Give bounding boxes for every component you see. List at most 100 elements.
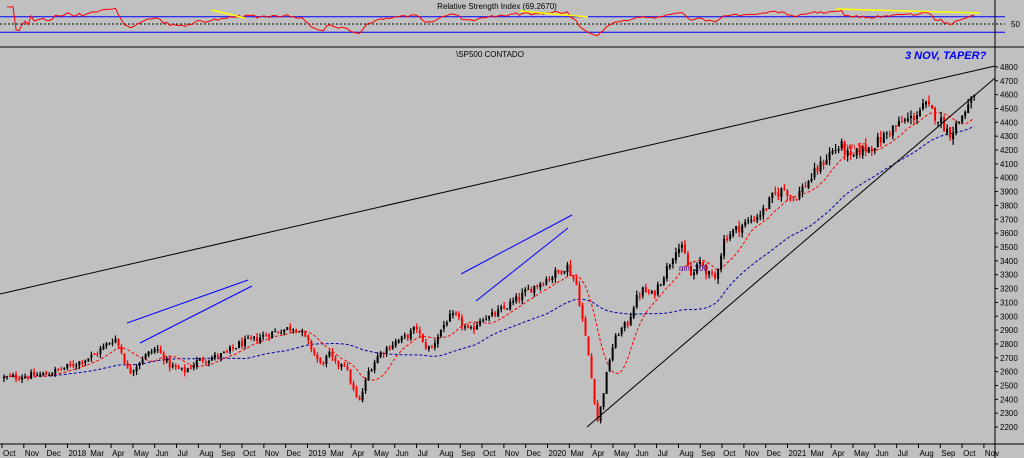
candle-body (268, 334, 271, 338)
candle-body (81, 361, 84, 364)
candle-body (617, 335, 620, 337)
x-tick-label: Sep (701, 449, 716, 458)
candle-body (780, 188, 783, 197)
candle-body (415, 326, 418, 330)
candle-body (931, 105, 934, 109)
candle-body (705, 264, 708, 275)
candle-body (262, 334, 265, 337)
candle-body (912, 116, 915, 120)
candle-body (689, 266, 692, 276)
channel-upper-1 (460, 214, 573, 275)
candle-body (349, 369, 352, 384)
candle-body (581, 305, 584, 319)
y-tick-label: 2800 (1000, 340, 1018, 349)
candle-body (144, 354, 147, 360)
rsi-layer: 50 (0, 0, 1020, 46)
x-tick-label: Oct (723, 449, 736, 458)
candle-body (72, 364, 75, 367)
candle-body (795, 198, 798, 201)
candle-body (696, 264, 699, 273)
candle-body (888, 133, 891, 135)
candle-body (903, 119, 906, 121)
candle-body (608, 360, 611, 372)
candle-body (120, 346, 123, 353)
candle-body (247, 337, 250, 339)
candle-body (918, 110, 921, 117)
candle-body (837, 148, 840, 151)
candle-body (777, 192, 780, 197)
x-tick-label: Jun (636, 449, 649, 458)
candle-body (99, 348, 102, 355)
candle-body (548, 278, 551, 280)
candle-body (518, 297, 521, 301)
candle-body (729, 234, 732, 239)
candle-body (391, 345, 394, 349)
candle-body (310, 341, 313, 350)
candle-body (662, 277, 665, 285)
price-panel: \SP500 CONTADO 3 NOV, TAPER? 2200 2300 240… (0, 46, 1024, 458)
candle-body (593, 379, 596, 403)
candle-body (828, 152, 831, 160)
candle-body (427, 346, 430, 350)
x-tick-label: May (134, 449, 149, 458)
candle-body (711, 272, 714, 274)
y-tick-label: 4300 (1000, 132, 1018, 141)
candle-body (503, 306, 506, 309)
x-tick-label: Mar (570, 449, 584, 458)
candle-body (388, 347, 391, 350)
candle-body (159, 349, 162, 353)
candle-body (626, 322, 629, 326)
y-tick-label: 3800 (1000, 201, 1018, 210)
candle-body (394, 341, 397, 346)
candle-body (720, 255, 723, 269)
candle-body (599, 406, 602, 421)
y-tick-label: 3600 (1000, 229, 1018, 238)
candle-body (738, 225, 741, 233)
candle-body (289, 326, 292, 331)
candle-body (355, 388, 358, 397)
candle-body (307, 335, 310, 341)
candle-body (855, 148, 858, 156)
x-tick-label: Nov (505, 449, 519, 458)
candle-body (165, 357, 168, 362)
candle-body (967, 104, 970, 113)
rsi-line (7, 6, 975, 37)
candle-body (42, 373, 45, 375)
x-tick-label: Apr (352, 449, 365, 458)
candle-body (717, 269, 720, 280)
candle-body (849, 150, 852, 155)
y-tick-label: 2900 (1000, 326, 1018, 335)
candle-body (256, 337, 259, 342)
candle-body (135, 366, 138, 372)
candle-body (834, 149, 837, 151)
x-tick-label: Dec (767, 449, 781, 458)
candle-body (424, 342, 427, 349)
candle-body (876, 136, 879, 148)
candle-body (238, 341, 241, 349)
x-tick-label: Jun (876, 449, 889, 458)
candle-body (955, 123, 958, 133)
x-tick-label: Dec (287, 449, 301, 458)
x-tick-label: Jun (396, 449, 409, 458)
candle-body (436, 336, 439, 345)
candle-body (33, 371, 36, 376)
rsi-tick-label: 50 (1011, 20, 1020, 29)
candle-body (382, 353, 385, 355)
candle-body (650, 291, 653, 294)
y-tick-label: 3700 (1000, 215, 1018, 224)
candle-body (723, 238, 726, 256)
candle-body (361, 391, 364, 401)
candle-body (244, 338, 247, 346)
covid-support-line (586, 77, 996, 428)
y-tick-label: 3400 (1000, 257, 1018, 266)
mm50-label: mm 50 (842, 142, 867, 151)
candle-body (228, 347, 231, 352)
candle-body (96, 354, 99, 356)
candle-body (265, 335, 268, 337)
candle-body (370, 369, 373, 372)
candle-body (909, 115, 912, 119)
candle-body (397, 340, 400, 343)
long-resistance-line (0, 65, 996, 295)
candle-body (605, 372, 608, 394)
candle-body (464, 326, 467, 328)
